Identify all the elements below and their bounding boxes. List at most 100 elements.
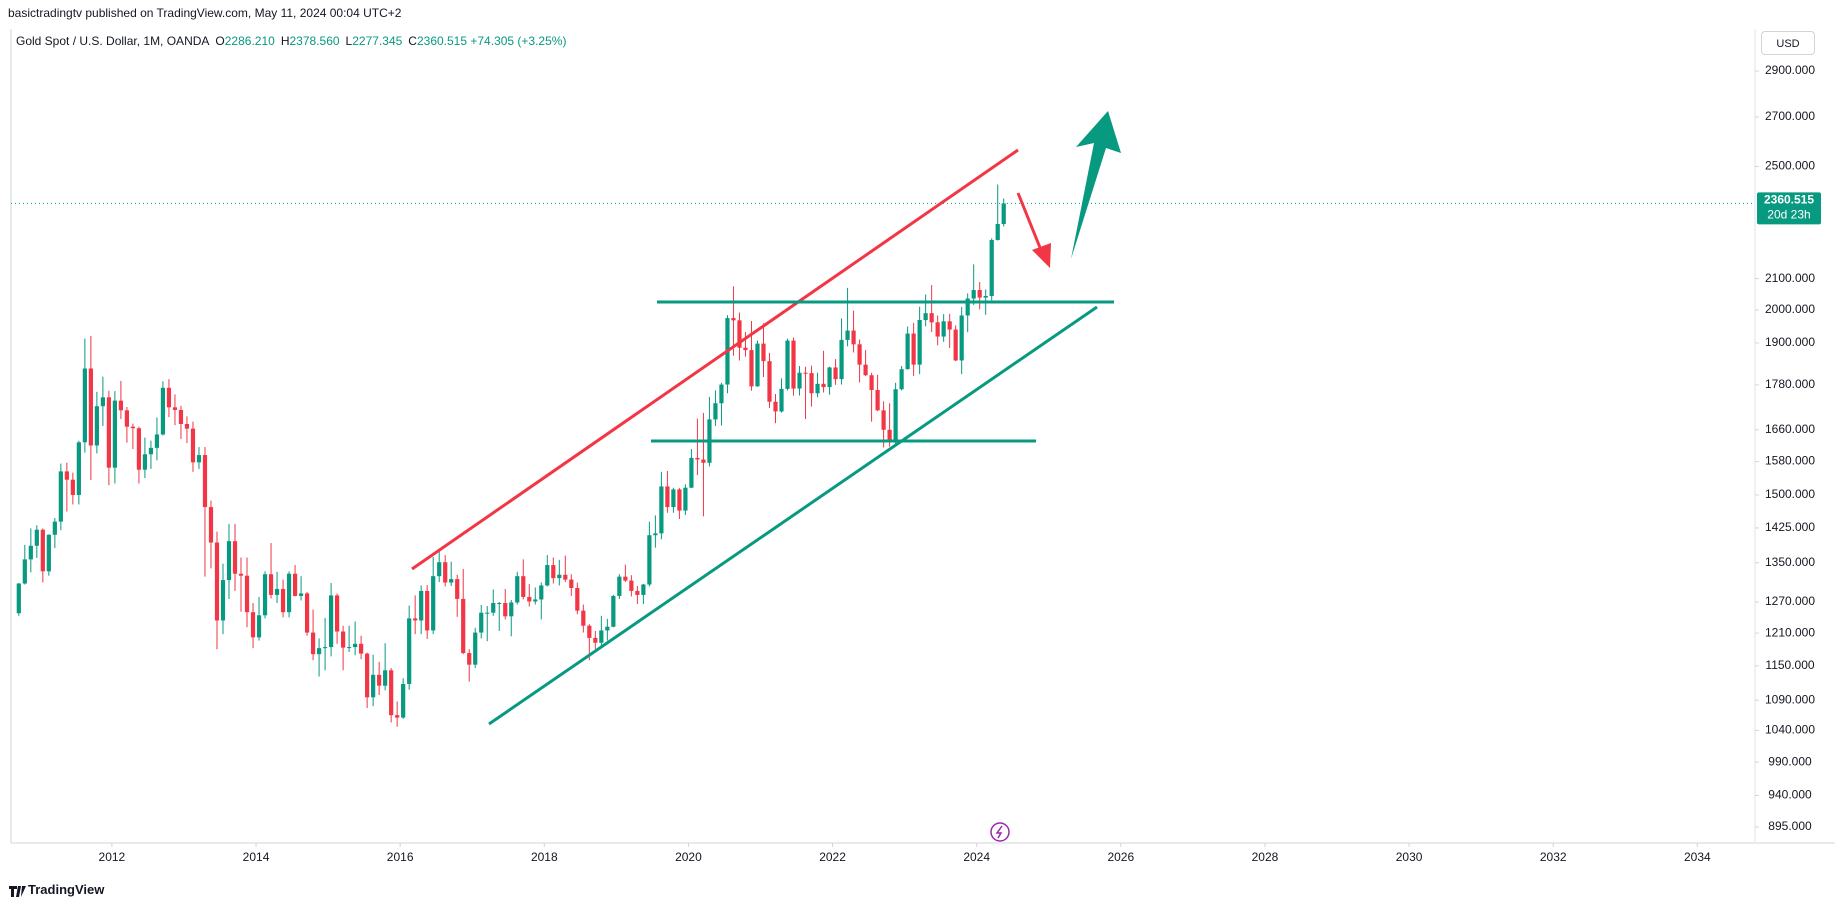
candle: [743, 331, 748, 357]
candle-body: [310, 632, 316, 655]
candle: [449, 561, 454, 586]
candle-body: [587, 625, 592, 638]
candle-body: [503, 602, 508, 617]
ohlc-value: 2277.345: [352, 34, 403, 48]
candle: [16, 583, 21, 616]
candle-body: [371, 674, 376, 698]
candle: [214, 531, 220, 650]
candle-body: [1001, 203, 1006, 224]
candle-body: [268, 574, 274, 595]
x-tick-label: 2028: [1252, 850, 1279, 864]
logo-mark: [9, 886, 26, 897]
candle-body: [461, 598, 466, 654]
candle: [377, 661, 382, 695]
candle-body: [491, 602, 496, 613]
candle: [635, 585, 640, 605]
y-tick-label: 1425.000: [1765, 520, 1815, 534]
candle: [875, 374, 880, 412]
candle: [407, 605, 412, 690]
candle: [845, 287, 850, 347]
candle: [503, 588, 508, 620]
candle: [304, 591, 310, 636]
candle-body: [563, 574, 568, 580]
candle-body: [286, 573, 292, 613]
candle-body: [214, 542, 220, 621]
candle-body: [46, 534, 51, 572]
last-price-box: [1757, 192, 1821, 225]
event-icon[interactable]: [990, 822, 1010, 842]
candle-body: [118, 400, 124, 411]
candle: [893, 382, 898, 447]
candle-body: [647, 535, 652, 585]
y-tick-label: 2100.000: [1765, 271, 1815, 285]
candle-body: [509, 602, 514, 617]
candle-body: [815, 383, 820, 394]
candle-body: [719, 384, 724, 404]
candle-body: [779, 388, 784, 412]
candle: [815, 372, 820, 398]
candle-body: [839, 339, 844, 380]
candle: [118, 380, 124, 420]
candle: [551, 557, 556, 584]
candle-body: [22, 559, 27, 584]
candle: [292, 565, 298, 597]
candle: [929, 285, 934, 332]
candle: [70, 472, 75, 505]
candle-body: [184, 423, 190, 429]
candle-body: [76, 442, 81, 495]
candle-body: [148, 447, 154, 455]
candle-body: [761, 343, 766, 362]
candle: [256, 596, 262, 641]
candle: [923, 294, 928, 327]
candle: [971, 264, 976, 305]
candle-body: [821, 383, 826, 388]
candle: [671, 487, 676, 513]
candle: [809, 365, 814, 407]
candle: [76, 440, 81, 505]
candle: [755, 340, 760, 387]
candle-body: [407, 618, 412, 684]
candle: [959, 307, 964, 375]
ohlc-value: 2286.210: [224, 34, 275, 48]
candle: [653, 515, 658, 548]
candle-body: [695, 457, 700, 460]
candle-body: [136, 428, 142, 470]
candle: [40, 528, 45, 583]
candle: [557, 559, 562, 586]
candle: [419, 585, 424, 635]
candle: [106, 390, 111, 486]
candle: [773, 393, 778, 424]
candle-body: [154, 434, 160, 448]
candle: [232, 523, 238, 591]
candle: [172, 394, 178, 426]
candle: [575, 582, 580, 615]
candle-body: [773, 401, 778, 412]
candle: [935, 315, 940, 346]
currency-button[interactable]: USD: [1761, 31, 1815, 55]
candle: [665, 470, 670, 513]
y-tick-label: 1900.000: [1765, 335, 1815, 349]
candle: [328, 583, 334, 657]
candle: [130, 423, 136, 450]
candle: [154, 417, 160, 461]
candle: [347, 625, 352, 652]
y-tick-label: 2500.000: [1765, 159, 1815, 173]
candle: [160, 381, 166, 436]
candle: [719, 382, 724, 426]
y-tick-label: 990.000: [1768, 754, 1812, 768]
arrow-head: [1032, 243, 1051, 268]
candle-body: [629, 580, 634, 591]
candle: [701, 412, 706, 517]
candle: [593, 630, 598, 650]
candle-body: [851, 330, 856, 345]
candle-body: [971, 290, 976, 299]
candle-body: [425, 590, 430, 631]
candle: [833, 359, 838, 385]
candle-body: [887, 429, 892, 441]
candle-body: [16, 583, 21, 614]
candle: [827, 366, 832, 395]
candle-body: [863, 364, 868, 376]
candle-body: [875, 389, 880, 411]
y-tick-label: 940.000: [1768, 788, 1812, 802]
candle: [689, 449, 694, 489]
